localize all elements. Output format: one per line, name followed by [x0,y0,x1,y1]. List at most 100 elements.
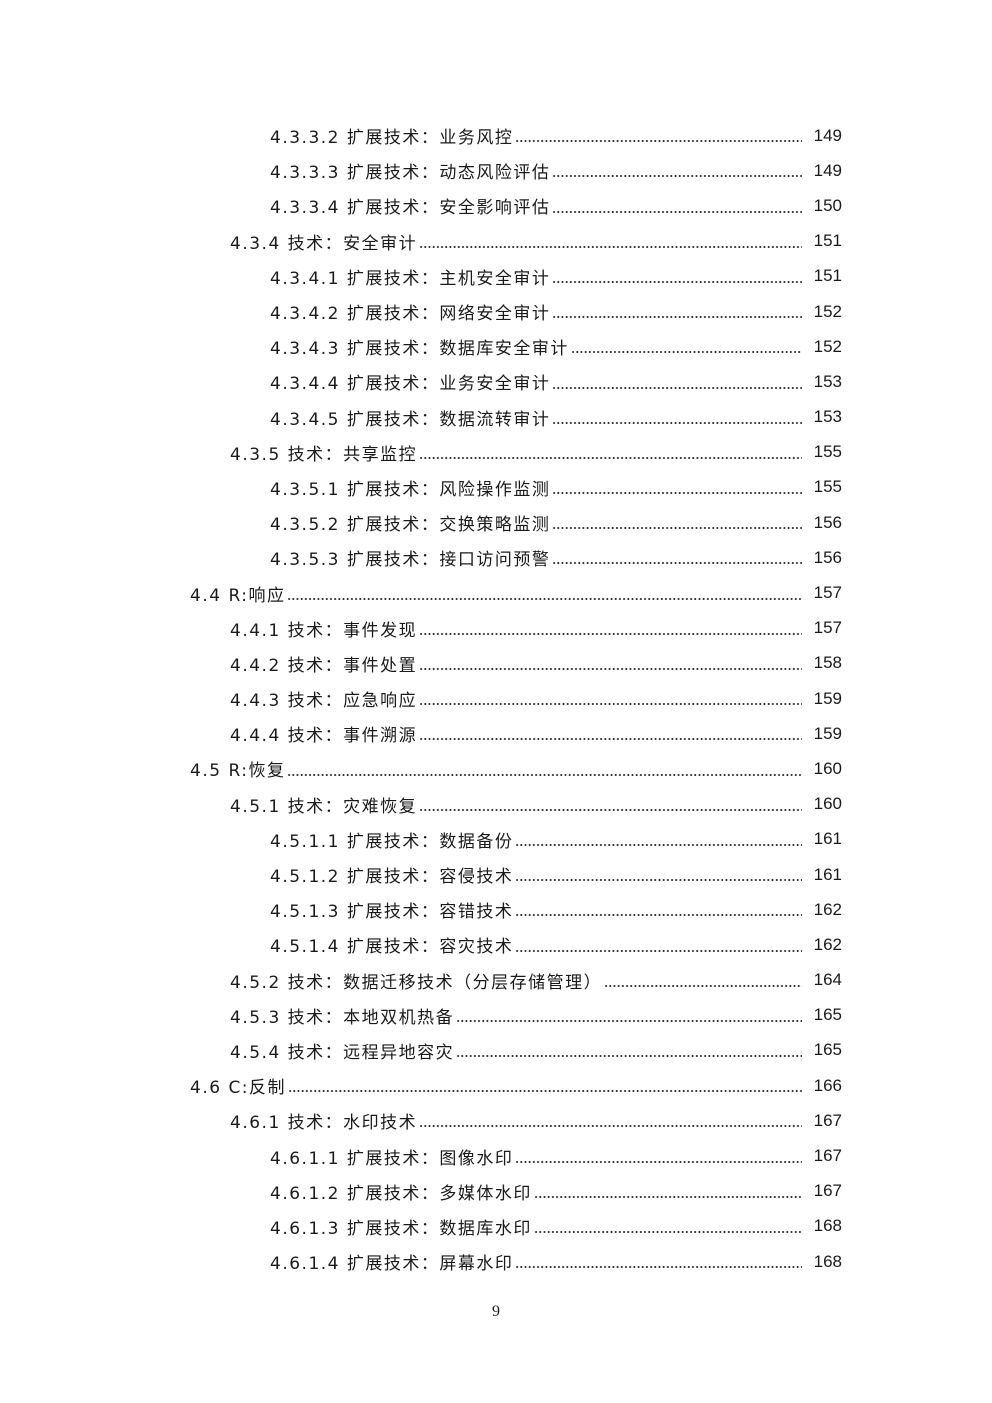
toc-entry[interactable]: 4.5.1.1 扩展技术：数据备份 161 [0,822,992,857]
toc-entry[interactable]: 4.3.4.3 扩展技术：数据库安全审计 152 [0,329,992,364]
toc-entry-page: 165 [813,1005,842,1025]
dot-leader [419,1125,802,1128]
dot-leader [419,456,802,459]
toc-entry[interactable]: 4.3.4.1 扩展技术：主机安全审计 151 [0,259,992,294]
toc-entry-title: 4.3.4.1 扩展技术：主机安全审计 [270,268,551,289]
toc-entry-page: 152 [813,336,842,356]
toc-entry[interactable]: 4.5.1.2 扩展技术：容侵技术 161 [0,857,992,892]
toc-entry-page: 156 [813,547,842,567]
toc-entry-page: 167 [813,1146,842,1166]
toc-entry[interactable]: 4.4.4 技术：事件溯源 159 [0,716,992,751]
dot-leader [570,351,802,354]
dot-leader [419,738,802,741]
dot-leader [515,1160,802,1163]
toc-entry-title: 4.3.3.3 扩展技术：动态风险评估 [270,163,551,184]
toc-entry[interactable]: 4.3.4.5 扩展技术：数据流转审计 153 [0,400,992,435]
toc-entry[interactable]: 4.6.1.3 扩展技术：数据库水印 168 [0,1209,992,1244]
toc-entry[interactable]: 4.3.5.1 扩展技术：风险操作监测 155 [0,470,992,505]
toc-entry[interactable]: 4.4.3 技术：应急响应 159 [0,681,992,716]
dot-leader [552,527,802,530]
toc-entry-page: 153 [813,407,842,427]
toc-entry-title: 4.3.4.4 扩展技术：业务安全审计 [270,374,551,395]
toc-entry-page: 157 [813,618,842,638]
toc-entry[interactable]: 4.4 R:响应 157 [0,575,992,610]
toc-entry[interactable]: 4.6.1 技术：水印技术 167 [0,1103,992,1138]
dot-leader [515,843,802,846]
toc-entry-page: 162 [813,934,842,954]
toc-entry-page: 158 [813,653,842,673]
toc-entry-page: 161 [813,829,842,849]
toc-entry-title: 4.3.4 技术：安全审计 [230,233,418,254]
toc-entry[interactable]: 4.4.2 技术：事件处置 158 [0,646,992,681]
toc-entry[interactable]: 4.4.1 技术：事件发现 157 [0,611,992,646]
toc-entry[interactable]: 4.5.1.4 扩展技术：容灾技术 162 [0,927,992,962]
toc-entry[interactable]: 4.5.1 技术：灾难恢复 160 [0,787,992,822]
toc-entry[interactable]: 4.5 R:恢复 160 [0,751,992,786]
dot-leader [287,597,802,600]
toc-entry-page: 164 [813,970,842,990]
dot-leader [419,703,802,706]
dot-leader [552,386,802,389]
toc-entry[interactable]: 4.6.1.4 扩展技术：屏幕水印 168 [0,1244,992,1279]
toc-entry[interactable]: 4.6.1.2 扩展技术：多媒体水印 167 [0,1174,992,1209]
toc-entry-title: 4.6 C:反制 [190,1078,287,1099]
toc-entry-page: 165 [813,1040,842,1060]
toc-entry-page: 152 [813,301,842,321]
toc-entry-page: 159 [813,688,842,708]
toc-entry-title: 4.6.1 技术：水印技术 [230,1113,418,1134]
toc-entry[interactable]: 4.6.1.1 扩展技术：图像水印 167 [0,1138,992,1173]
toc-entry-title: 4.5.1 技术：灾难恢复 [230,796,418,817]
dot-leader [456,1019,802,1022]
toc-entry-page: 162 [813,899,842,919]
toc-entry-title: 4.6.1.4 扩展技术：屏幕水印 [270,1254,514,1275]
toc-entry-page: 150 [813,195,842,215]
toc-entry[interactable]: 4.5.4 技术：远程异地容灾 165 [0,1033,992,1068]
toc-entry-page: 149 [813,160,842,180]
toc-entry[interactable]: 4.3.4 技术：安全审计 151 [0,224,992,259]
toc-entry[interactable]: 4.3.3.4 扩展技术：安全影响评估 150 [0,188,992,223]
toc-entry-title: 4.5.1.3 扩展技术：容错技术 [270,902,514,923]
toc-entry[interactable]: 4.5.1.3 扩展技术：容错技术 162 [0,892,992,927]
toc-entry-page: 151 [813,231,842,251]
dot-leader [515,949,802,952]
toc-entry[interactable]: 4.3.4.4 扩展技术：业务安全审计 153 [0,364,992,399]
dot-leader [533,1231,802,1233]
toc-entry[interactable]: 4.5.2 技术：数据迁移技术（分层存储管理） 164 [0,963,992,998]
toc-entry[interactable]: 4.3.5.3 扩展技术：接口访问预警 156 [0,540,992,575]
toc-entry[interactable]: 4.3.5.2 扩展技术：交换策略监测 156 [0,505,992,540]
toc-entry-title: 4.5 R:恢复 [190,761,286,782]
toc-entry-page: 161 [813,864,842,884]
dot-leader [552,421,802,424]
toc-entry-title: 4.5.1.1 扩展技术：数据备份 [270,831,514,852]
toc-entry[interactable]: 4.6 C:反制 166 [0,1068,992,1103]
dot-leader [552,175,802,178]
dot-leader [552,210,802,213]
dot-leader [419,668,802,670]
toc-entry-title: 4.3.5.3 扩展技术：接口访问预警 [270,550,551,571]
dot-leader [552,316,802,319]
toc-entry-title: 4.4 R:响应 [190,585,286,606]
toc-entry-page: 168 [813,1251,842,1271]
dot-leader [287,773,802,776]
dot-leader [515,914,802,917]
toc-entry[interactable]: 4.3.3.2 扩展技术：业务风控 149 [0,118,992,153]
toc-entry-title: 4.6.1.3 扩展技术：数据库水印 [270,1218,532,1239]
toc-entry-title: 4.4.3 技术：应急响应 [230,691,418,712]
dot-leader [288,1090,802,1093]
toc-entry[interactable]: 4.3.4.2 扩展技术：网络安全审计 152 [0,294,992,329]
toc-entry-page: 160 [813,758,842,778]
toc-entry-page: 153 [813,371,842,391]
toc-entry-title: 4.3.5 技术：共享监控 [230,444,418,465]
toc-entry-page: 155 [813,442,842,462]
toc-entry[interactable]: 4.3.5 技术：共享监控 155 [0,435,992,470]
toc-entry-title: 4.3.4.5 扩展技术：数据流转审计 [270,409,551,430]
toc-entry-title: 4.3.3.2 扩展技术：业务风控 [270,128,514,149]
toc-entry[interactable]: 4.3.3.3 扩展技术：动态风险评估 149 [0,153,992,188]
dot-leader [533,1195,802,1198]
dot-leader [515,879,802,882]
dot-leader [552,280,802,283]
toc-entry-title: 4.3.3.4 扩展技术：安全影响评估 [270,198,551,219]
toc-entry-title: 4.3.5.1 扩展技术：风险操作监测 [270,479,551,500]
toc-entry-page: 159 [813,723,842,743]
toc-entry[interactable]: 4.5.3 技术：本地双机热备 165 [0,998,992,1033]
